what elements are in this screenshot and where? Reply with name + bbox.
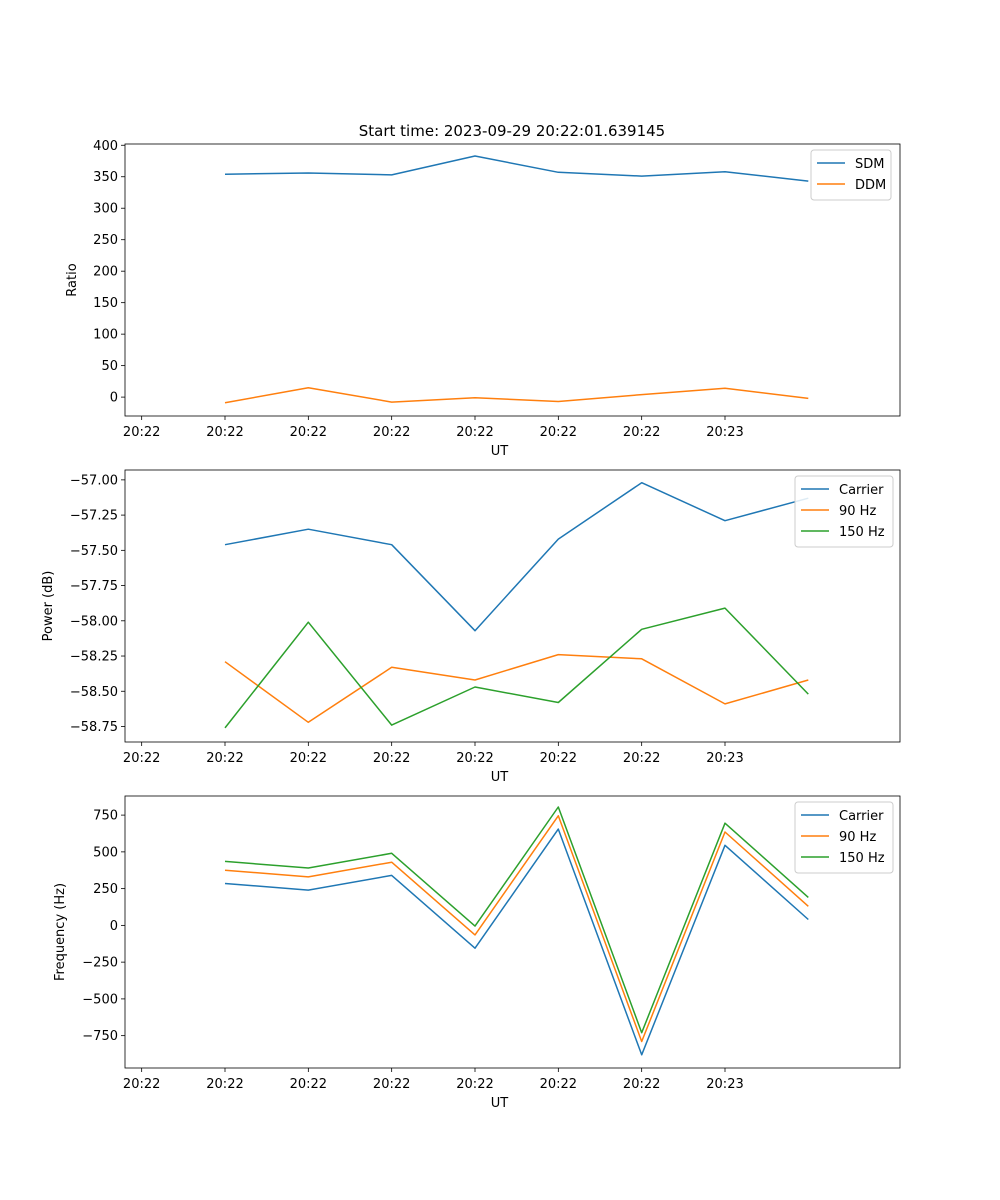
y-tick-label: 50 [101,359,118,374]
y-tick-label: 400 [93,139,118,154]
legend-label: 150 Hz [839,851,885,866]
x-axis-label: UT [491,1096,509,1111]
axes-frame [124,143,901,417]
y-tick-label: 0 [110,391,118,406]
x-tick-label: 20:22 [123,425,160,440]
series-line-ddm [224,386,809,404]
y-tick-label: −58.75 [70,720,118,735]
y-tick-label: −58.00 [70,614,118,629]
y-tick-label: −57.75 [70,579,118,594]
y-tick-label: −500 [82,992,118,1007]
legend-box [794,801,894,874]
series-line-carrier [224,481,809,632]
x-tick-label: 20:22 [623,425,660,440]
x-tick-label: 20:22 [290,1077,327,1092]
legend-label: 90 Hz [839,504,876,519]
y-tick-label: 100 [93,328,118,343]
x-axis-label: UT [491,444,509,459]
x-tick-label: 20:23 [706,751,743,766]
legend: Carrier 90 Hz 150 Hz [794,475,894,548]
x-tick-label: 20:22 [623,1077,660,1092]
series-line-150-hz [224,806,809,1034]
legend-label: 90 Hz [839,830,876,845]
x-tick-label: 20:22 [290,425,327,440]
legend-label: Carrier [839,809,884,824]
x-tick-label: 20:22 [456,425,493,440]
series-line-150-hz [224,607,809,729]
legend: Carrier 90 Hz 150 Hz [794,801,894,874]
chart-panel-3: 20:22 20:22 20:22 20:22 20:22 20:22 20:22 20:23… [53,795,901,1111]
y-axis-label: Frequency (Hz) [53,883,68,981]
y-tick-label: 250 [93,882,118,897]
x-tick-label: 20:22 [206,425,243,440]
axes-frame [124,795,901,1069]
y-tick-label: −58.25 [70,650,118,665]
y-tick-label: −57.00 [70,473,118,488]
y-tick-label: 350 [93,170,118,185]
chart-panel-1: 20:22 20:22 20:22 20:22 20:22 20:22 20:22 20:23… [65,139,901,459]
x-tick-label: 20:22 [373,425,410,440]
x-tick-label: 20:22 [456,1077,493,1092]
x-tick-label: 20:22 [206,1077,243,1092]
series-line-90-hz [224,815,809,1043]
x-tick-label: 20:22 [206,751,243,766]
x-tick-label: 20:22 [373,1077,410,1092]
x-tick-label: 20:22 [540,1077,577,1092]
series-line-90-hz [224,653,809,724]
x-tick-label: 20:22 [123,751,160,766]
y-tick-label: 250 [93,233,118,248]
figure-title: Start time: 2023-09-29 20:22:01.639145 [359,122,665,140]
y-tick-label: 0 [110,919,118,934]
legend-box [794,475,894,548]
y-tick-label: 750 [93,809,118,824]
y-tick-label: −750 [82,1029,118,1044]
x-tick-label: 20:22 [290,751,327,766]
y-tick-label: −57.50 [70,544,118,559]
x-tick-label: 20:23 [706,425,743,440]
x-tick-label: 20:22 [540,425,577,440]
y-axis-label: Ratio [65,263,80,296]
y-tick-label: 300 [93,202,118,217]
legend-label: Carrier [839,483,884,498]
chart-panel-2: 20:22 20:22 20:22 20:22 20:22 20:22 20:22 20:23… [41,469,901,785]
y-tick-label: −58.50 [70,685,118,700]
series-line-carrier [224,828,809,1056]
y-tick-label: 200 [93,265,118,280]
x-tick-label: 20:22 [456,751,493,766]
legend-label: 150 Hz [839,525,885,540]
x-tick-label: 20:23 [706,1077,743,1092]
y-tick-label: 150 [93,296,118,311]
x-tick-label: 20:22 [623,751,660,766]
y-tick-label: −57.25 [70,509,118,524]
x-axis-label: UT [491,770,509,785]
legend: SDM DDM [810,149,892,201]
legend-label: SDM [855,157,884,172]
y-axis-label: Power (dB) [41,571,56,642]
y-tick-label: −250 [82,956,118,971]
x-tick-label: 20:22 [373,751,410,766]
axes-frame [124,469,901,743]
series-line-sdm [224,155,809,182]
y-tick-label: 500 [93,845,118,860]
x-tick-label: 20:22 [123,1077,160,1092]
x-tick-label: 20:22 [540,751,577,766]
legend-label: DDM [855,178,886,193]
